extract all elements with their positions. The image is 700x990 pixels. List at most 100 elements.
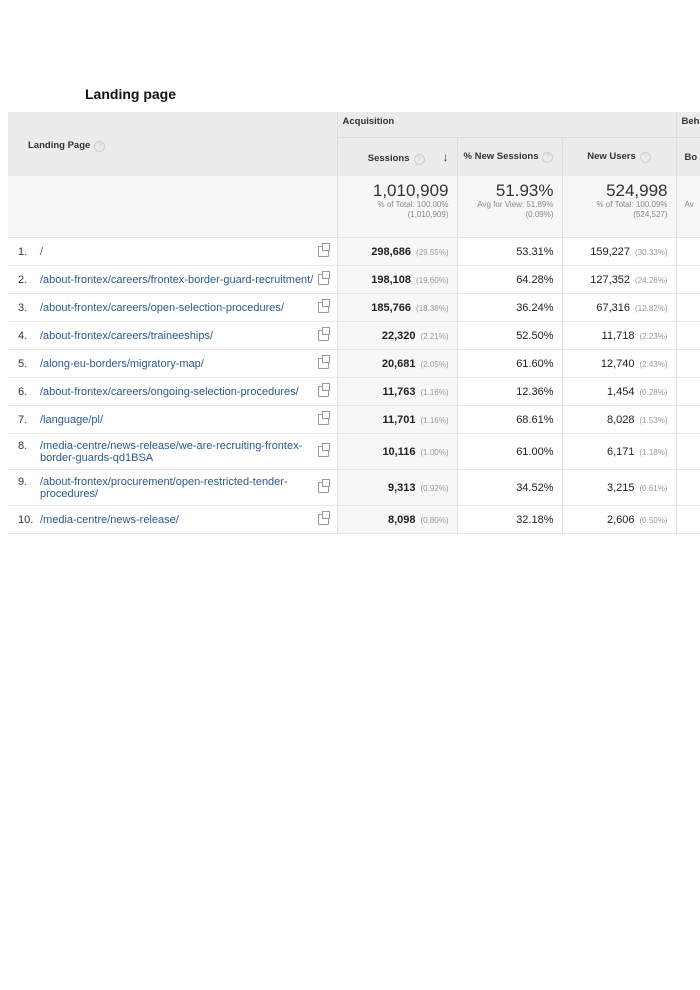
new-users-value: 2,606 (606, 513, 635, 526)
total-new-sessions: 51.93% (495, 181, 554, 200)
new-users-percent: (24.26%) (635, 275, 668, 285)
open-external-icon[interactable] (317, 382, 330, 397)
group-header-behavior: Beha (675, 112, 700, 138)
row-index: 10. (18, 513, 34, 526)
sessions-value: 298,686 (371, 245, 412, 258)
column-header-behavior-first[interactable]: Bo (675, 137, 700, 176)
page-title: Landing page (85, 86, 176, 102)
open-external-icon[interactable] (317, 510, 330, 525)
new-users-value: 3,215 (606, 481, 635, 494)
new-users-value: 127,352 (590, 273, 631, 286)
landing-page-link[interactable]: /media-centre/news-release/ (40, 513, 179, 526)
table-row: 5. /along-eu-borders/migratory-map/20,681… (8, 349, 700, 378)
column-header-landing-page[interactable]: Landing Page? (8, 112, 337, 176)
row-index: 2. (18, 273, 28, 286)
new-users-percent: (1.53%) (639, 415, 668, 425)
landing-page-link[interactable]: / (40, 245, 44, 258)
landing-page-table: Landing Page? Acquisition Beha Sessions?… (8, 112, 700, 534)
new-users-value: 11,718 (601, 329, 635, 342)
sessions-percent: (1.16%) (420, 387, 449, 397)
table-row: 8. /media-centre/news-release/we-are-recr… (8, 433, 700, 470)
help-icon[interactable]: ? (94, 141, 106, 152)
total-sessions-note: % of Total: 100.00% (377, 200, 449, 209)
row-index: 5. (18, 357, 28, 370)
open-external-icon[interactable] (317, 298, 330, 313)
new-users-percent: (30.33%) (635, 247, 668, 257)
sessions-value: 10,116 (382, 445, 416, 458)
new-users-percent: (0.28%) (639, 387, 668, 397)
landing-page-link[interactable]: /language/pl/ (40, 413, 103, 426)
sessions-value: 8,098 (387, 513, 416, 526)
total-sessions: 1,010,909 (372, 181, 449, 200)
sessions-percent: (1.16%) (420, 415, 449, 425)
new-sessions-value: 36.24% (456, 293, 562, 322)
totals-row: 1,010,909% of Total: 100.00% (1,010,909) … (8, 176, 700, 238)
row-index: 8. (18, 439, 28, 452)
behavior-cell (675, 321, 700, 350)
sessions-value: 20,681 (381, 357, 416, 370)
landing-page-link[interactable]: /about-frontex/careers/open-selection-pr… (40, 301, 284, 314)
behavior-cell (675, 433, 700, 470)
column-header-sessions[interactable]: Sessions? ↓ (336, 137, 457, 176)
open-external-icon[interactable] (317, 478, 330, 493)
new-users-percent: (1.18%) (639, 447, 668, 457)
new-users-percent: (0.50%) (639, 515, 668, 525)
landing-page-link[interactable]: /about-frontex/careers/ongoing-selection… (40, 385, 299, 398)
behavior-cell (675, 293, 700, 322)
behavior-cell (675, 505, 700, 534)
new-sessions-value: 68.61% (456, 405, 562, 434)
new-sessions-value: 34.52% (456, 469, 562, 506)
landing-page-link[interactable]: /media-centre/news-release/we-are-recrui… (40, 439, 303, 464)
behavior-cell (675, 469, 700, 506)
sessions-percent: (0.92%) (420, 483, 449, 493)
new-sessions-value: 61.00% (456, 433, 562, 470)
row-index: 3. (18, 301, 28, 314)
row-index: 6. (18, 385, 28, 398)
sessions-value: 11,701 (382, 413, 416, 426)
open-external-icon[interactable] (317, 410, 330, 425)
new-sessions-value: 12.36% (456, 377, 562, 406)
table-row: 4. /about-frontex/careers/traineeships/22… (8, 321, 700, 350)
new-users-value: 6,171 (606, 445, 635, 458)
avg-new-sessions-diff: (0.09%) (525, 210, 554, 219)
landing-page-link[interactable]: /about-frontex/procurement/open-restrict… (40, 475, 288, 500)
help-icon[interactable]: ? (639, 152, 651, 163)
new-sessions-value: 61.60% (456, 349, 562, 378)
open-external-icon[interactable] (317, 242, 330, 257)
landing-page-link[interactable]: /about-frontex/careers/frontex-border-gu… (40, 273, 314, 286)
new-sessions-value: 52.50% (456, 321, 562, 350)
behavior-cell (675, 405, 700, 434)
open-external-icon[interactable] (317, 354, 330, 369)
sort-descending-icon[interactable]: ↓ (442, 149, 449, 164)
row-index: 1. (18, 245, 28, 258)
sessions-value: 9,313 (387, 481, 416, 494)
open-external-icon[interactable] (317, 270, 330, 285)
open-external-icon[interactable] (317, 442, 330, 457)
sessions-value: 198,108 (371, 273, 412, 286)
behavior-cell (675, 237, 700, 266)
sessions-value: 185,766 (371, 301, 412, 314)
open-external-icon[interactable] (317, 326, 330, 341)
sessions-percent: (18.38%) (416, 303, 449, 313)
column-header-new-users[interactable]: New Users? (561, 137, 677, 176)
sessions-percent: (0.80%) (420, 515, 449, 525)
table-row: 2. /about-frontex/careers/frontex-border-… (8, 265, 700, 294)
table-row: 7. /language/pl/11,701 (1.16%) 68.61% 8,028 (… (8, 405, 700, 434)
landing-page-link[interactable]: /along-eu-borders/migratory-map/ (40, 357, 204, 370)
help-icon[interactable]: ? (413, 153, 425, 165)
table-row: 3. /about-frontex/careers/open-selection-… (8, 293, 700, 322)
row-index: 7. (18, 413, 28, 426)
avg-new-sessions-note: Avg for View: 51.89% (477, 200, 554, 209)
help-icon[interactable]: ? (542, 152, 554, 163)
row-index: 4. (18, 329, 28, 342)
sessions-percent: (29.55%) (416, 247, 449, 257)
total-sessions-value: (1,010,909) (407, 210, 449, 219)
row-index: 9. (18, 475, 28, 488)
landing-page-link[interactable]: /about-frontex/careers/traineeships/ (40, 329, 214, 342)
behavior-total-note: Av (684, 200, 694, 209)
new-users-value: 159,227 (590, 245, 631, 258)
column-header-new-sessions[interactable]: % New Sessions? (456, 137, 562, 176)
new-users-percent: (12.82%) (635, 303, 668, 313)
sessions-percent: (1.00%) (420, 447, 449, 457)
table-row: 6. /about-frontex/careers/ongoing-selecti… (8, 377, 700, 406)
